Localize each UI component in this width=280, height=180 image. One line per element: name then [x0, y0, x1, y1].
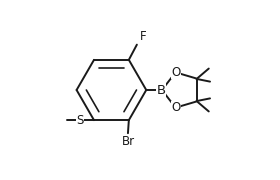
- Text: S: S: [76, 114, 84, 127]
- Text: F: F: [140, 30, 147, 43]
- Text: B: B: [156, 84, 165, 96]
- Text: Br: Br: [122, 135, 134, 148]
- Text: O: O: [171, 66, 181, 79]
- Text: O: O: [171, 101, 181, 114]
